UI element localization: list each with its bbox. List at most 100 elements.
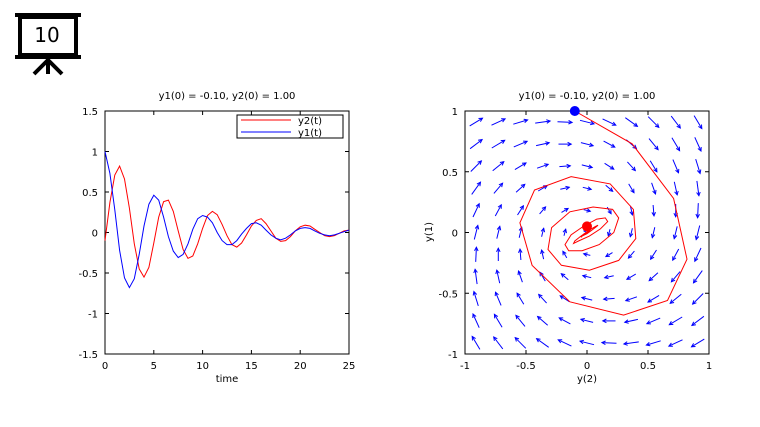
- y-tick-label: 0: [92, 229, 98, 240]
- vector-arrow: [472, 202, 480, 218]
- y-tick-label: 0.5: [442, 168, 458, 179]
- vector-arrow: [493, 336, 504, 350]
- slide-number: 10: [34, 23, 60, 47]
- vector-arrow: [603, 274, 614, 280]
- vector-arrow: [472, 290, 479, 307]
- vector-arrow: [650, 227, 656, 239]
- vector-arrow: [673, 181, 679, 196]
- vector-arrow: [516, 292, 525, 305]
- vector-arrow: [536, 163, 550, 169]
- vector-arrow: [535, 337, 549, 348]
- x-tick-label: 5: [151, 361, 157, 372]
- vector-arrow: [581, 164, 594, 169]
- vector-arrow: [692, 270, 703, 284]
- vector-arrow: [604, 252, 613, 258]
- vector-arrow: [474, 246, 479, 262]
- vector-arrow: [561, 207, 570, 213]
- x-tick-label: -0.5: [516, 361, 536, 372]
- y-axis-label: y(1): [424, 222, 435, 242]
- y-tick-label: -1.5: [78, 350, 98, 361]
- vector-arrow: [651, 204, 656, 218]
- y-tick-label: 1: [452, 107, 458, 118]
- start-point-marker: [569, 106, 580, 116]
- vector-arrow: [469, 138, 483, 150]
- vector-arrow: [557, 119, 574, 125]
- vector-arrow: [696, 180, 701, 197]
- vector-arrow: [622, 341, 639, 346]
- vector-arrow: [539, 206, 547, 215]
- vector-arrow: [605, 184, 614, 193]
- vector-arrow: [607, 229, 612, 237]
- vector-arrow: [647, 294, 660, 303]
- vector-arrow: [694, 225, 701, 241]
- vector-arrow: [578, 339, 595, 346]
- vector-arrow: [473, 268, 478, 285]
- vector-arrow: [670, 115, 681, 129]
- vector-arrow: [579, 318, 594, 323]
- vector-arrow: [580, 296, 593, 301]
- x-tick-label: 20: [294, 361, 307, 372]
- vector-arrow: [514, 162, 527, 171]
- vector-arrow: [536, 315, 549, 326]
- vector-arrow: [495, 269, 501, 284]
- vector-arrow: [580, 142, 595, 147]
- vector-arrow: [493, 313, 503, 328]
- vector-arrow: [517, 204, 524, 216]
- vector-arrow: [579, 119, 596, 126]
- x-axis-label: time: [216, 374, 239, 385]
- vector-arrow: [645, 317, 661, 325]
- presentation-board-icon: [15, 13, 81, 76]
- vector-arrow: [691, 293, 704, 305]
- x-tick-label: 0: [102, 361, 108, 372]
- vector-arrow: [625, 117, 639, 128]
- vector-arrow: [694, 137, 702, 153]
- vector-arrow: [513, 118, 529, 125]
- vector-arrow: [471, 335, 481, 350]
- x-tick-label: -1: [460, 361, 470, 372]
- vector-arrow: [514, 336, 527, 349]
- legend-label-y1: y1(t): [298, 128, 322, 139]
- vector-arrow: [492, 161, 505, 172]
- vector-arrow: [694, 247, 702, 263]
- y-tick-label: -0.5: [78, 269, 98, 280]
- vector-arrow: [667, 339, 683, 347]
- series-line-y2t: [104, 164, 350, 279]
- vector-arrow: [693, 115, 703, 130]
- x-tick-label: 25: [343, 361, 356, 372]
- vector-arrow: [648, 138, 659, 151]
- vector-arrow: [517, 270, 523, 283]
- vector-arrow: [493, 182, 504, 194]
- legend-label-y2: y2(t): [298, 116, 322, 127]
- vector-arrow: [562, 250, 568, 259]
- vector-arrow: [540, 227, 546, 237]
- vector-arrow: [695, 203, 700, 219]
- vector-arrow: [558, 141, 573, 147]
- vector-arrow: [582, 252, 591, 257]
- vector-arrow: [470, 160, 483, 172]
- y-tick-label: 0: [452, 229, 458, 240]
- vector-arrow: [628, 183, 635, 194]
- vector-arrow: [627, 161, 637, 172]
- vector-arrow: [648, 272, 659, 282]
- vector-arrow: [672, 226, 678, 240]
- vector-arrow: [600, 340, 617, 346]
- vector-arrow: [647, 116, 660, 129]
- vector-arrow: [645, 340, 661, 347]
- vector-arrow: [496, 247, 501, 261]
- vector-arrow: [602, 296, 615, 302]
- vector-arrow: [494, 291, 502, 306]
- vector-arrow: [624, 296, 638, 302]
- end-point-marker: [582, 221, 592, 232]
- vector-arrow: [581, 274, 592, 279]
- vector-arrow: [628, 228, 634, 238]
- vector-arrow: [623, 318, 639, 324]
- x-axis-label: y(2): [577, 374, 597, 385]
- vector-arrow: [472, 312, 480, 328]
- vector-arrow: [535, 119, 552, 124]
- x-tick-label: 0.5: [640, 361, 656, 372]
- y-tick-label: 0.5: [82, 188, 98, 199]
- vector-arrow: [494, 203, 502, 217]
- vector-arrow: [668, 316, 683, 326]
